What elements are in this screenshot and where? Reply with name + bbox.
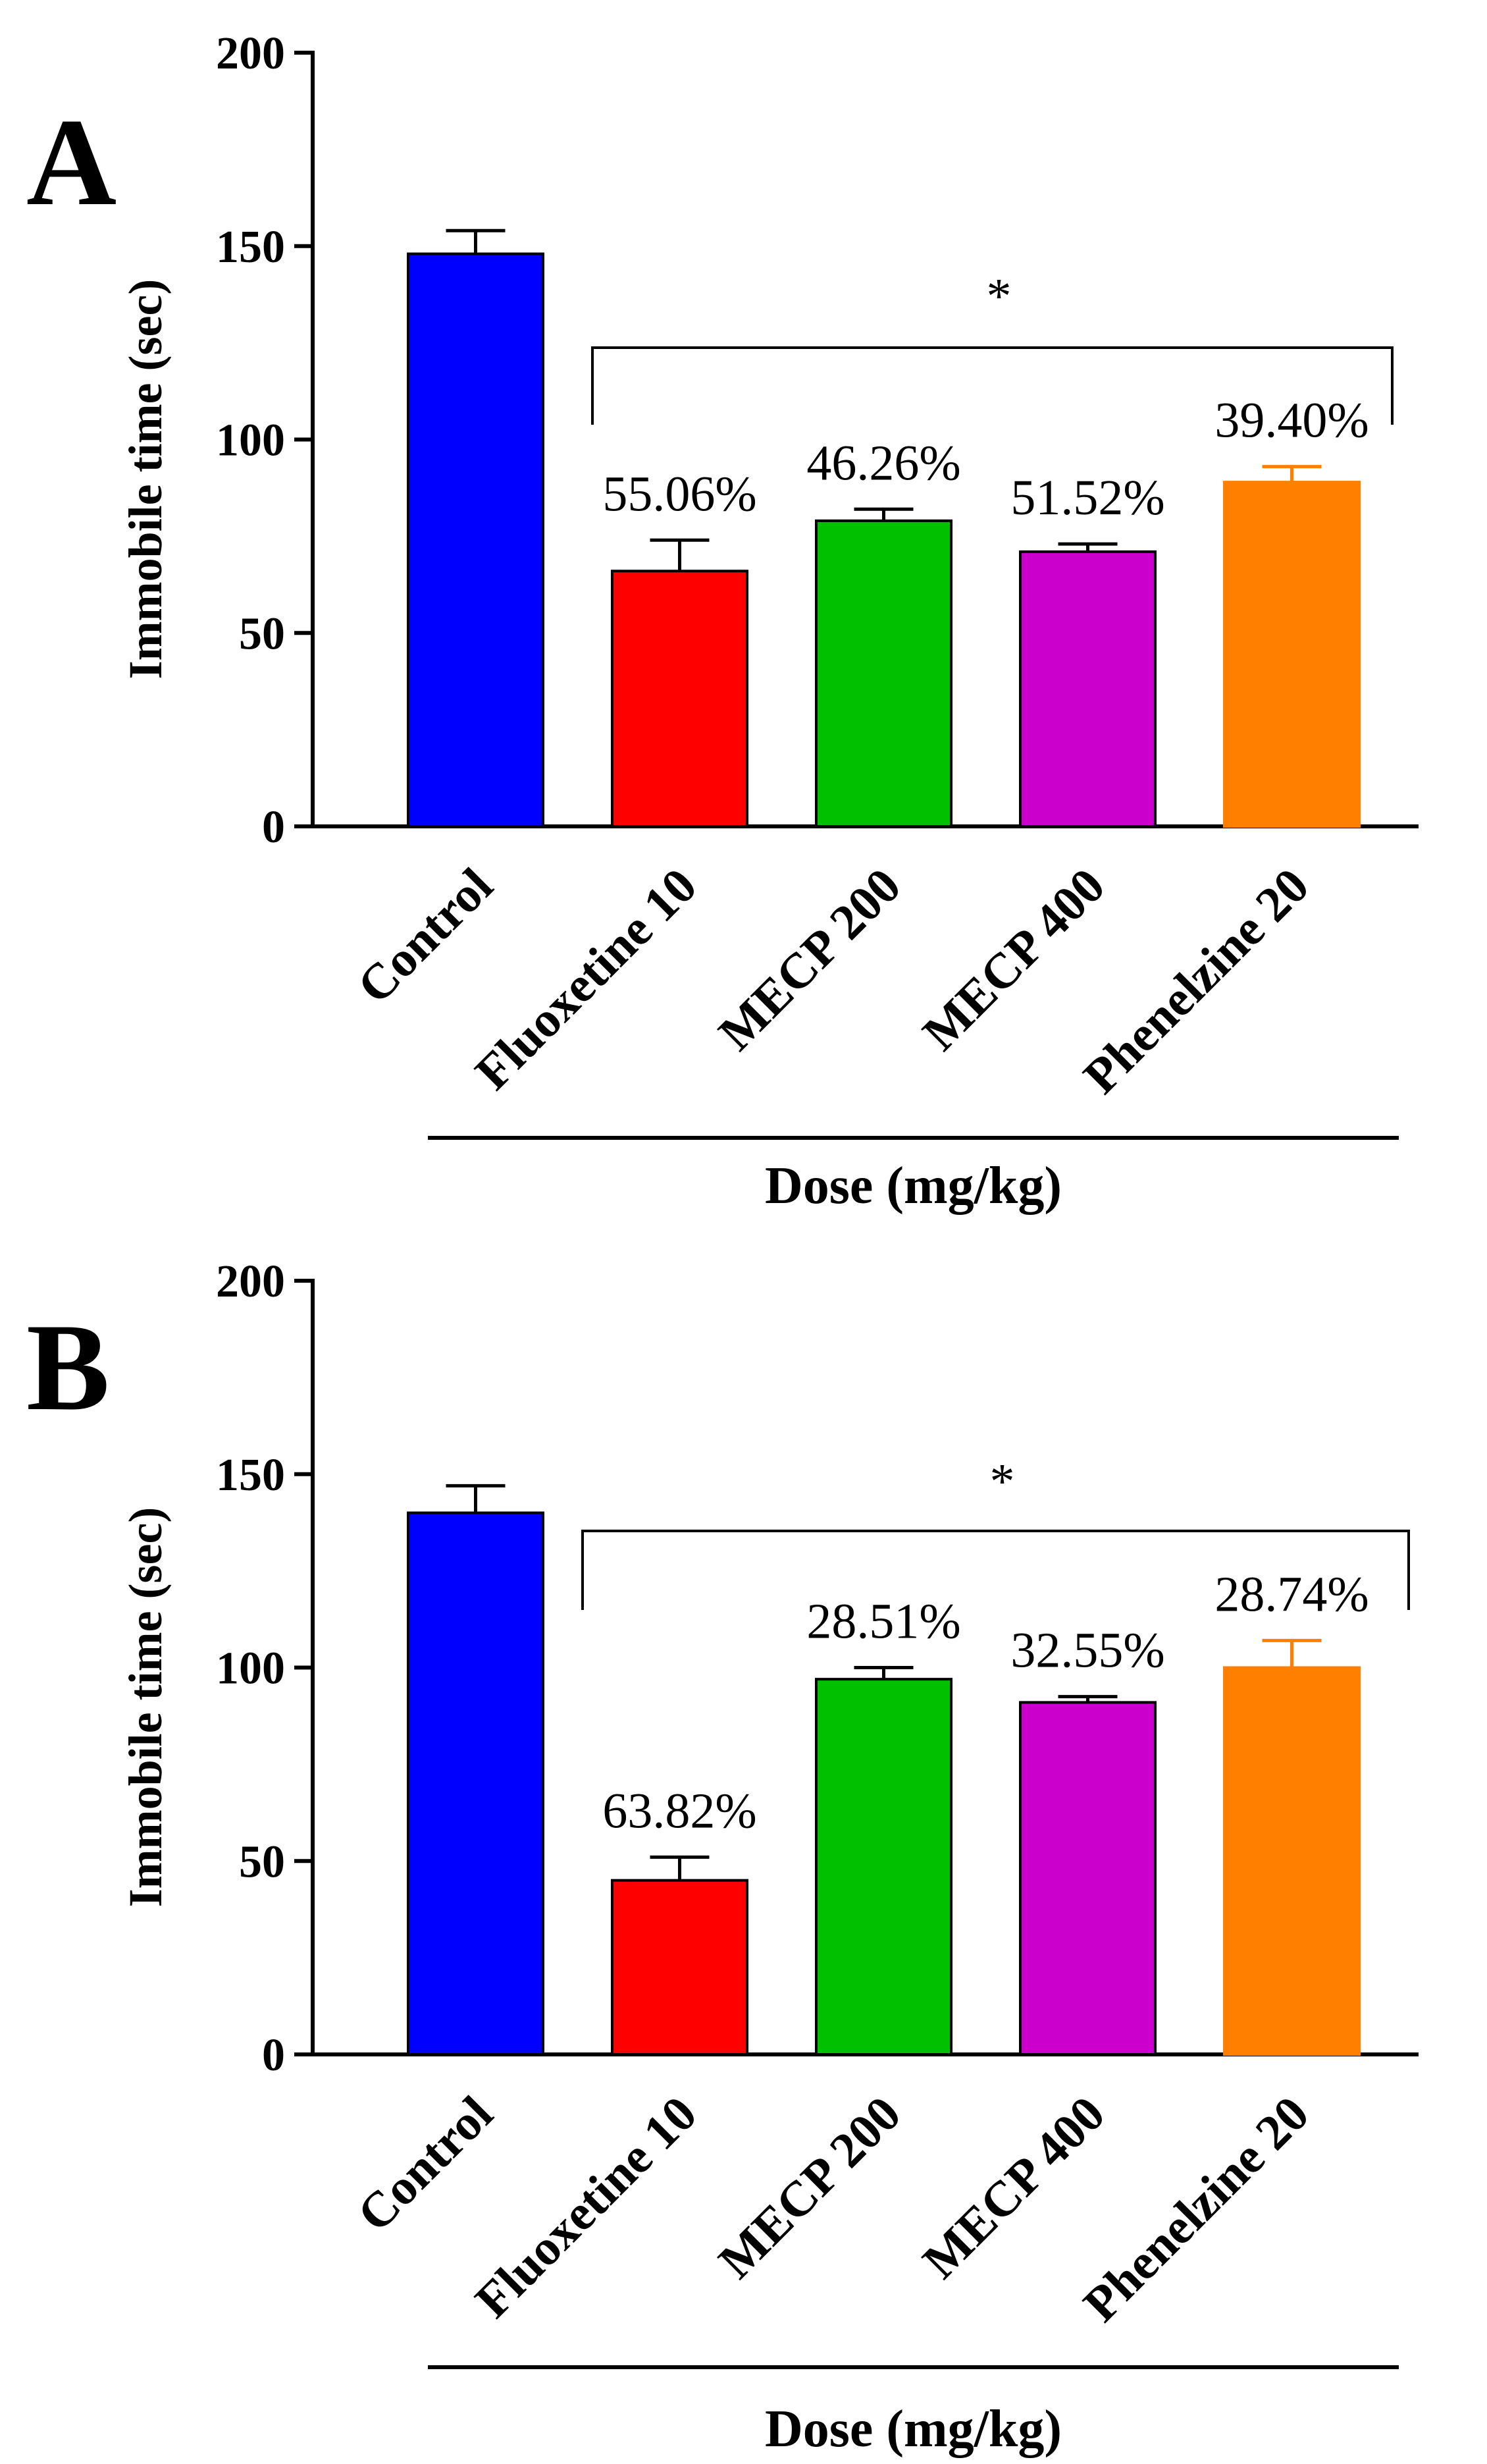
category-label: Fluoxetine 10 (465, 858, 707, 1100)
bar-phenelzine-20 (1223, 481, 1361, 828)
y-tick-label: 0 (262, 802, 285, 853)
percent-annotation: 51.52% (1010, 470, 1164, 525)
percent-annotation: 55.06% (602, 466, 756, 522)
y-tick-label: 200 (216, 1256, 285, 1307)
x-axis-label: Dose (mg/kg) (765, 1157, 1062, 1215)
bar-mecp-200 (815, 519, 952, 828)
bar-control (407, 252, 544, 828)
bar-mecp-400 (1019, 1701, 1157, 2056)
significance-star: * (990, 1454, 1015, 1509)
y-tick-label: 0 (262, 2030, 285, 2081)
category-label: Control (347, 858, 504, 1015)
category-label: MECP 400 (912, 858, 1116, 1061)
significance-star: * (987, 269, 1012, 324)
percent-annotation: 32.55% (1010, 1623, 1164, 1678)
percent-annotation: 39.40% (1214, 393, 1369, 448)
percent-annotation: 28.74% (1214, 1567, 1369, 1622)
y-tick-label: 100 (216, 415, 285, 466)
y-tick-label: 150 (216, 222, 285, 273)
panel-a: A 0 50 100 150 200 Immobile time (sec) Control 5… (26, 28, 1419, 1215)
y-tick-label: 100 (216, 1644, 285, 1694)
category-label: MECP 200 (708, 2086, 912, 2290)
y-tick-label: 150 (216, 1450, 285, 1501)
category-label: MECP 200 (708, 858, 912, 1061)
category-label: Fluoxetine 10 (465, 2086, 707, 2328)
y-tick-label: 50 (239, 608, 285, 659)
bar-mecp-400 (1019, 550, 1157, 828)
percent-annotation: 63.82% (602, 1783, 756, 1838)
y-tick-label: 50 (239, 1836, 285, 1887)
percent-annotation: 46.26% (806, 435, 960, 491)
category-label: MECP 400 (912, 2086, 1116, 2290)
y-axis-label: Immobile time (sec) (119, 1507, 172, 1908)
significance-bracket (591, 346, 1394, 425)
y-axis-label: Immobile time (sec) (119, 279, 172, 680)
panel-letter: B (26, 1299, 110, 1437)
panel-letter: A (26, 94, 117, 232)
significance-bracket (581, 1530, 1410, 1610)
x-axis-label: Dose (mg/kg) (765, 2400, 1062, 2458)
bar-mecp-200 (815, 1678, 952, 2056)
panel-b: B 0 50 100 150 200 Immobile time (sec) Control 6… (26, 1256, 1419, 2458)
y-tick-label: 200 (216, 28, 285, 79)
bar-fluoxetine-10 (611, 570, 748, 828)
bar-fluoxetine-10 (611, 1879, 748, 2056)
bar-control (407, 1511, 544, 2056)
percent-annotation: 28.51% (806, 1594, 960, 1649)
bar-phenelzine-20 (1223, 1666, 1361, 2056)
category-label: Control (347, 2086, 504, 2243)
